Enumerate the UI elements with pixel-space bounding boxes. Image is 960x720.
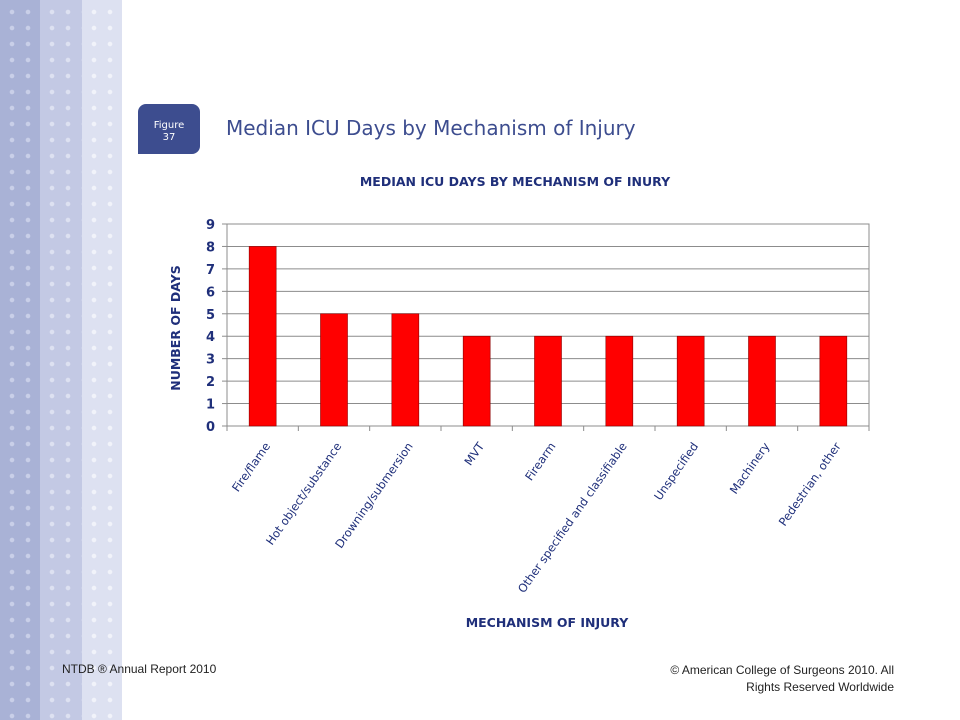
y-tick-label: 6 bbox=[206, 285, 215, 300]
y-tick-label: 7 bbox=[206, 263, 215, 278]
x-category-label: Drowning/submersion bbox=[332, 440, 416, 551]
y-tick-label: 5 bbox=[206, 308, 215, 323]
x-category-label: Machinery bbox=[727, 440, 773, 497]
bar bbox=[248, 246, 277, 427]
footer-copyright: © American College of Surgeons 2010. All… bbox=[644, 662, 894, 696]
footer-report: NTDB ® Annual Report 2010 bbox=[62, 662, 217, 676]
x-category-label: Unspecified bbox=[651, 440, 701, 503]
figure-label: Figure bbox=[153, 120, 185, 131]
x-category-label: Fire/flame bbox=[229, 440, 273, 495]
footer-copyright-line-2: Rights Reserved Worldwide bbox=[746, 680, 894, 694]
y-tick-label: 3 bbox=[206, 353, 215, 368]
slide-title: Median ICU Days by Mechanism of Injury bbox=[226, 116, 636, 140]
x-category-label: Hot object/substance bbox=[263, 440, 344, 548]
x-axis-label: MECHANISM OF INJURY bbox=[466, 615, 630, 630]
y-tick-label: 4 bbox=[206, 330, 215, 345]
x-category-label: Firearm bbox=[522, 440, 558, 484]
figure-tab: Figure 37 bbox=[138, 104, 200, 154]
decorative-strip-mid bbox=[40, 0, 82, 720]
bar bbox=[391, 313, 420, 427]
y-tick-label: 0 bbox=[206, 420, 215, 435]
bar bbox=[748, 335, 776, 427]
chart-title: MEDIAN ICU DAYS BY MECHANISM OF INURY bbox=[360, 174, 671, 189]
footer-copyright-line-1: © American College of Surgeons 2010. All bbox=[670, 663, 894, 677]
x-category-label: MVT bbox=[461, 439, 487, 468]
bar bbox=[534, 335, 562, 427]
y-tick-label: 1 bbox=[206, 398, 215, 413]
figure-number: 37 bbox=[162, 132, 176, 143]
x-category-label: Pedestrian, other bbox=[776, 439, 844, 528]
y-tick-label: 8 bbox=[206, 240, 215, 255]
y-axis-label: NUMBER OF DAYS bbox=[168, 265, 183, 391]
bar bbox=[462, 335, 491, 427]
decorative-strip-light bbox=[82, 0, 122, 720]
decorative-strip-dark bbox=[0, 0, 40, 720]
bar bbox=[605, 335, 634, 427]
bar bbox=[676, 335, 705, 427]
y-tick-label: 9 bbox=[206, 218, 215, 233]
bar bbox=[320, 313, 348, 427]
bar bbox=[819, 335, 848, 427]
y-tick-label: 2 bbox=[206, 375, 215, 390]
